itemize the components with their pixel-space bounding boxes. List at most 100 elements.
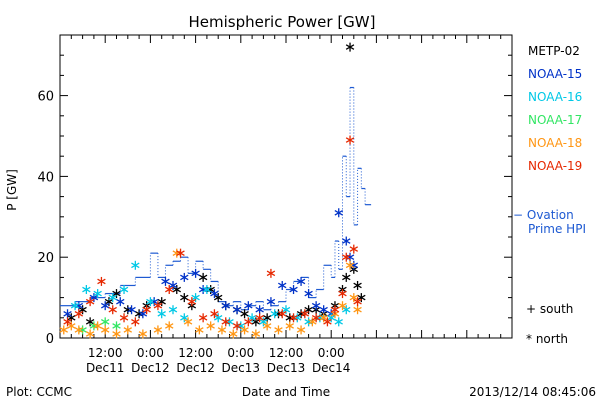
timestamp: 2013/12/14 08:45:06 <box>469 385 596 399</box>
data-point-stroke <box>232 323 242 329</box>
data-point-stroke <box>213 294 223 301</box>
data-point <box>345 260 355 270</box>
data-point <box>198 272 208 282</box>
data-point-stroke <box>180 274 189 281</box>
data-point-stroke <box>281 306 291 313</box>
x-tick-date: Dec13 <box>267 361 306 375</box>
data-point-stroke <box>89 323 99 329</box>
data-point-stroke <box>259 319 268 325</box>
data-point <box>112 321 121 331</box>
data-point <box>63 309 72 319</box>
data-point <box>82 285 91 295</box>
data-point <box>123 305 133 315</box>
data-point <box>100 317 110 327</box>
y-tick-label: 40 <box>37 170 54 185</box>
data-point-stroke <box>146 298 155 305</box>
x-tick-date: Dec12 <box>176 361 215 375</box>
data-point-stroke <box>100 302 110 309</box>
data-point-stroke <box>270 310 279 317</box>
y-tick-label: 20 <box>37 251 54 266</box>
data-point <box>161 276 170 286</box>
x-tick-date: Dec12 <box>131 361 170 375</box>
data-point-stroke <box>195 327 204 333</box>
data-point <box>146 297 155 307</box>
data-point <box>266 268 276 278</box>
data-point-stroke <box>349 246 359 252</box>
data-point <box>319 305 328 315</box>
data-point-stroke <box>123 306 133 313</box>
data-point-stroke <box>255 306 264 313</box>
data-point <box>330 305 340 315</box>
data-point-stroke <box>236 323 246 329</box>
data-point-stroke <box>67 314 76 321</box>
data-point <box>262 321 272 331</box>
data-point-stroke <box>244 319 253 325</box>
legend-entry: NOAA-18 <box>528 136 582 150</box>
data-point <box>93 321 102 331</box>
data-point-stroke <box>108 294 117 301</box>
data-point <box>127 305 136 315</box>
data-point <box>342 272 351 282</box>
data-point-stroke <box>285 314 294 321</box>
data-point-stroke <box>187 298 197 305</box>
data-point <box>100 325 110 335</box>
data-point <box>210 309 219 319</box>
data-point <box>157 309 166 319</box>
data-point <box>78 305 87 315</box>
data-point-stroke <box>180 294 189 301</box>
data-point <box>345 135 355 145</box>
data-point <box>70 301 80 311</box>
data-point <box>217 325 227 335</box>
data-point-stroke <box>293 314 302 321</box>
data-point-stroke <box>108 306 117 313</box>
data-point-stroke <box>210 290 219 297</box>
data-point-stroke <box>240 310 249 317</box>
data-point-stroke <box>353 298 362 305</box>
data-point-stroke <box>161 278 170 285</box>
legend-south-marker: + south <box>526 302 573 316</box>
data-point-stroke <box>232 306 242 313</box>
data-point-stroke <box>255 314 264 321</box>
data-point <box>345 252 355 262</box>
data-point-stroke <box>345 262 355 269</box>
data-point-stroke <box>198 274 208 281</box>
data-point <box>342 252 351 262</box>
legend-entry: NOAA-16 <box>528 90 582 104</box>
data-point <box>334 208 343 218</box>
data-point-stroke <box>353 282 362 289</box>
data-point-stroke <box>266 298 276 305</box>
data-point-stroke <box>112 290 121 297</box>
data-point-stroke <box>326 314 336 321</box>
data-point-stroke <box>315 314 325 321</box>
data-point-stroke <box>308 319 317 325</box>
data-point <box>213 293 223 303</box>
data-point-stroke <box>93 323 102 329</box>
y-tick-label: 60 <box>37 90 54 105</box>
data-point-stroke <box>274 310 283 317</box>
data-point-stroke <box>78 327 87 333</box>
data-point-stroke <box>247 314 257 321</box>
data-point <box>119 285 129 295</box>
data-point <box>255 313 264 323</box>
data-point <box>296 276 306 286</box>
data-point <box>134 309 144 319</box>
data-point-stroke <box>217 327 227 333</box>
x-tick-label: 0:00 <box>318 346 345 360</box>
data-point <box>293 313 302 323</box>
data-point <box>323 317 332 327</box>
data-point-stroke <box>112 331 121 337</box>
x-tick-label: 12:00 <box>269 346 304 360</box>
data-point-stroke <box>85 331 95 337</box>
data-point <box>93 289 102 299</box>
data-point <box>108 293 117 303</box>
data-point-stroke <box>323 319 332 325</box>
data-point-stroke <box>349 262 359 269</box>
data-point <box>251 329 261 339</box>
data-point <box>255 305 264 315</box>
data-point-stroke <box>262 323 272 329</box>
data-point <box>198 313 208 323</box>
data-point <box>240 325 249 335</box>
data-point <box>232 305 242 315</box>
data-point-stroke <box>180 314 189 321</box>
data-point <box>319 313 328 323</box>
